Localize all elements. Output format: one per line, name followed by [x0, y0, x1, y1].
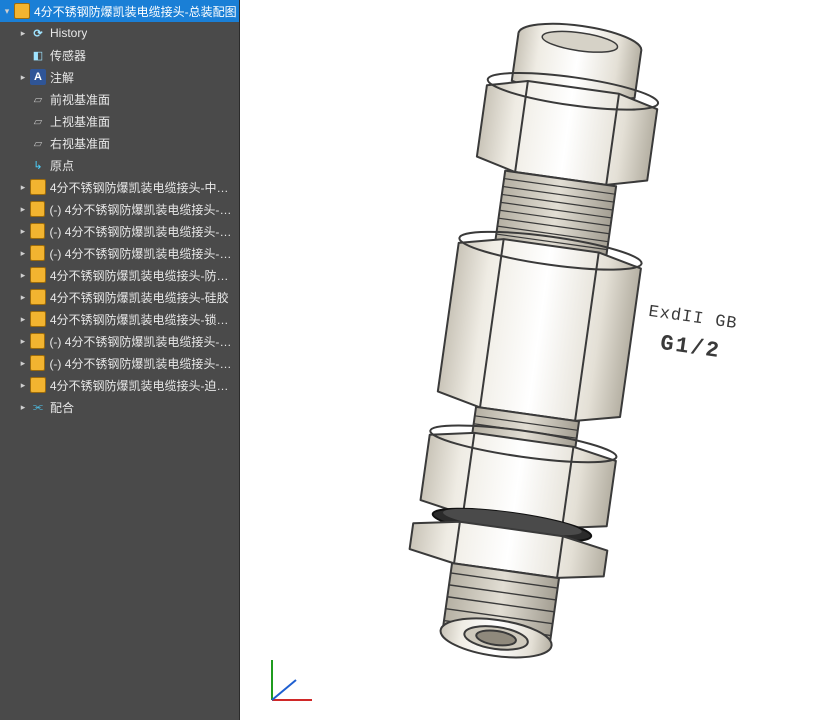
chevron-icon: ▸: [18, 204, 28, 215]
tree-item-label: 上视基准面: [50, 113, 110, 130]
part-icon: [30, 333, 46, 349]
annotation-icon: A: [30, 69, 46, 85]
chevron-icon: ▸: [18, 182, 28, 193]
sensor-icon: ◧: [30, 47, 46, 63]
chevron-icon: ▸: [18, 292, 28, 303]
tree-item[interactable]: ▸ 4分不锈钢防爆凯装电缆接头-迫紧螺: [0, 374, 239, 396]
tree-item[interactable]: ↳原点: [0, 154, 239, 176]
tree-item-label: (-) 4分不锈钢防爆凯装电缆接头-垫片: [49, 355, 239, 372]
viewport-3d[interactable]: ExdII GB G1/2: [240, 0, 834, 720]
tree-item-label: 注解: [50, 69, 74, 86]
tree-item-label: 原点: [50, 157, 74, 174]
chevron-icon: ▸: [18, 270, 28, 281]
chevron-icon: ▸: [18, 72, 28, 83]
tree-item[interactable]: ▸⟳ History: [0, 22, 239, 44]
tree-root-label: 4分不锈钢防爆凯装电缆接头-总装配图: [34, 3, 237, 20]
tree-item-label: 4分不锈钢防爆凯装电缆接头-硅胶: [50, 289, 229, 306]
plane-icon: ▱: [30, 113, 46, 129]
tree-item[interactable]: ▸ 4分不锈钢防爆凯装电缆接头-硅胶: [0, 286, 239, 308]
chevron-icon: ▸: [18, 226, 28, 237]
chevron-icon: ▸: [18, 380, 28, 391]
tree-item[interactable]: ▱上视基准面: [0, 110, 239, 132]
part-icon: [30, 355, 46, 371]
tree-item-label: (-) 4分不锈钢防爆凯装电缆接头-密封: [49, 333, 239, 350]
part-icon: [30, 223, 46, 239]
chevron-icon: ▸: [18, 336, 28, 347]
tree-body: ▸⟳History◧传感器▸A注解▱前视基准面▱上视基准面▱右视基准面↳原点▸4…: [0, 22, 239, 418]
part-icon: [30, 245, 46, 261]
chevron-icon: ▸: [18, 28, 28, 39]
tree-item[interactable]: ▸ (-) 4分不锈钢防爆凯装电缆接头-导管: [0, 242, 239, 264]
tree-item-label: 前视基准面: [50, 91, 110, 108]
tree-item[interactable]: ▸ (-) 4分不锈钢防爆凯装电缆接头-垫片: [0, 352, 239, 374]
tree-item[interactable]: ▸ 4分不锈钢防爆凯装电缆接头-防爆主: [0, 264, 239, 286]
tree-item[interactable]: ▸ 4分不锈钢防爆凯装电缆接头-中接头: [0, 176, 239, 198]
plane-icon: ▱: [30, 135, 46, 151]
part-icon: [30, 179, 46, 195]
tree-item[interactable]: ▸ (-) 4分不锈钢防爆凯装电缆接头-密封: [0, 330, 239, 352]
part-icon: [30, 267, 46, 283]
chevron-icon: ▸: [18, 314, 28, 325]
tree-item-label: 配合: [50, 399, 74, 416]
history-icon: ⟳: [30, 25, 46, 41]
tree-item-label: 4分不锈钢防爆凯装电缆接头-中接头: [50, 179, 239, 196]
tree-item-label: 4分不锈钢防爆凯装电缆接头-锁紧螺: [50, 311, 239, 328]
tree-item[interactable]: ▸⫘配合: [0, 396, 239, 418]
part-icon: [30, 289, 46, 305]
tree-root[interactable]: ▾ 4分不锈钢防爆凯装电缆接头-总装配图: [0, 0, 239, 22]
tree-item-label: (-) 4分不锈钢防爆凯装电缆接头-压紧: [49, 223, 239, 240]
chevron-down-icon: ▾: [2, 6, 12, 17]
tree-item[interactable]: ◧传感器: [0, 44, 239, 66]
tree-item-label: (-) 4分不锈钢防爆凯装电缆接头-压圈: [49, 201, 239, 218]
feature-tree-panel: ▾ 4分不锈钢防爆凯装电缆接头-总装配图 ▸⟳History◧传感器▸A注解▱前…: [0, 0, 240, 720]
tree-item[interactable]: ▸ (-) 4分不锈钢防爆凯装电缆接头-压圈: [0, 198, 239, 220]
tree-item[interactable]: ▸ (-) 4分不锈钢防爆凯装电缆接头-压紧: [0, 220, 239, 242]
part-icon: [30, 377, 46, 393]
mates-icon: ⫘: [30, 399, 46, 415]
part-icon: [30, 201, 46, 217]
part-icon: [30, 311, 46, 327]
origin-icon: ↳: [30, 157, 46, 173]
tree-item-label: (-) 4分不锈钢防爆凯装电缆接头-导管: [49, 245, 239, 262]
tree-item-label: 4分不锈钢防爆凯装电缆接头-防爆主: [50, 267, 239, 284]
chevron-icon: ▸: [18, 358, 28, 369]
tree-item-label: 4分不锈钢防爆凯装电缆接头-迫紧螺: [50, 377, 239, 394]
tree-item[interactable]: ▸A注解: [0, 66, 239, 88]
assembly-icon: [14, 3, 30, 19]
chevron-icon: ▸: [18, 248, 28, 259]
tree-item[interactable]: ▱前视基准面: [0, 88, 239, 110]
tree-item-label: 右视基准面: [50, 135, 110, 152]
tree-item[interactable]: ▸ 4分不锈钢防爆凯装电缆接头-锁紧螺: [0, 308, 239, 330]
orientation-triad[interactable]: [262, 650, 322, 710]
tree-item[interactable]: ▱右视基准面: [0, 132, 239, 154]
chevron-icon: ▸: [18, 402, 28, 413]
tree-item-label: History: [50, 26, 87, 40]
tree-item-label: 传感器: [50, 47, 86, 64]
plane-icon: ▱: [30, 91, 46, 107]
